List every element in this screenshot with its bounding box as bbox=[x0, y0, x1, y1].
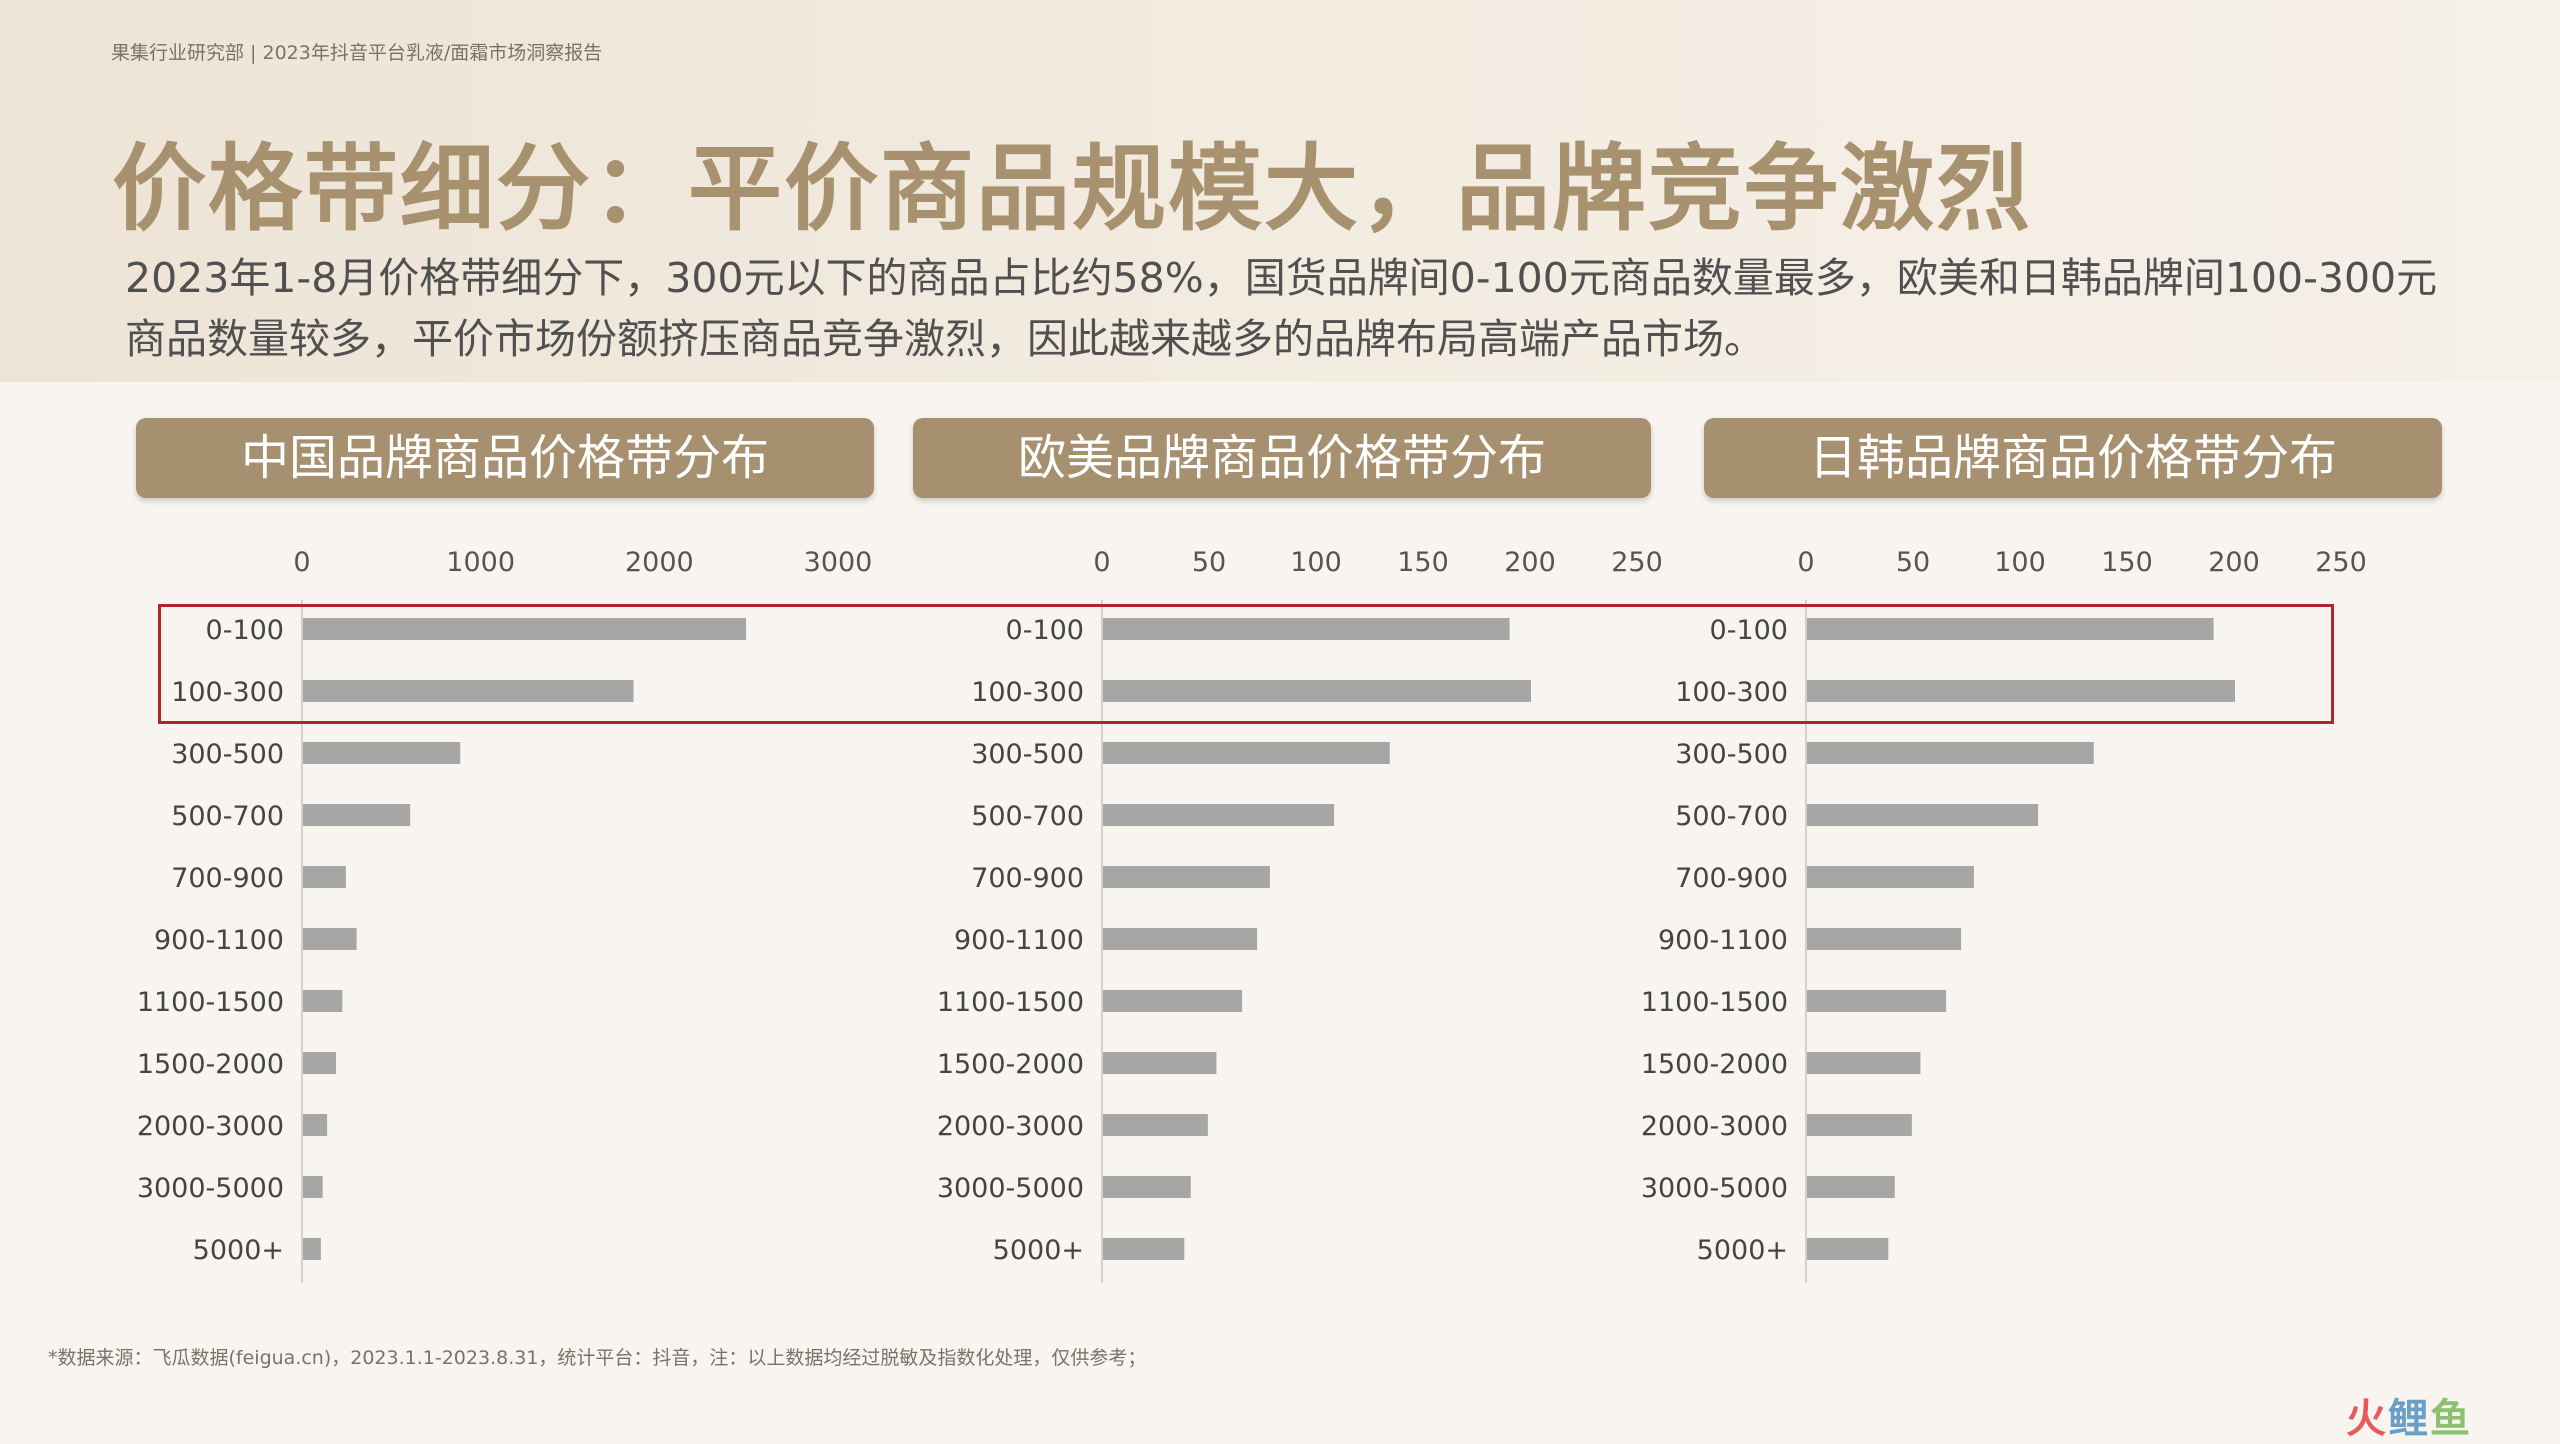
tick-label: 0 bbox=[1093, 547, 1110, 578]
bar bbox=[1103, 1238, 1185, 1260]
category-label: 1100-1500 bbox=[937, 987, 1084, 1018]
bar bbox=[1103, 1176, 1191, 1198]
tick-label: 100 bbox=[1290, 547, 1342, 578]
category-label: 3000-5000 bbox=[937, 1173, 1084, 1204]
breadcrumb: 果集行业研究部 | 2023年抖音平台乳液/面霜市场洞察报告 bbox=[111, 42, 603, 64]
panel-title-japan-korea: 日韩品牌商品价格带分布 bbox=[1704, 418, 2442, 498]
logo-char-3: 鱼 bbox=[2430, 1396, 2472, 1442]
tick-label: 50 bbox=[1896, 547, 1930, 578]
bar bbox=[1103, 866, 1270, 888]
bar bbox=[1103, 804, 1335, 826]
bar bbox=[1103, 742, 1390, 764]
category-label: 100-300 bbox=[971, 677, 1084, 708]
tick-label: 100 bbox=[1994, 547, 2046, 578]
category-label: 0-100 bbox=[1710, 615, 1788, 646]
category-label: 1100-1500 bbox=[1641, 987, 1788, 1018]
category-label: 3000-5000 bbox=[137, 1173, 284, 1204]
bar-charts: 0 1000 2000 30000-100100-300300-500500-7007… bbox=[137, 547, 2367, 1282]
category-label: 500-700 bbox=[171, 801, 284, 832]
category-label: 100-300 bbox=[1675, 677, 1788, 708]
category-label: 5000+ bbox=[193, 1235, 284, 1266]
bar bbox=[1807, 618, 2214, 640]
logo-char-2: 鲤 bbox=[2388, 1396, 2430, 1442]
category-label: 1500-2000 bbox=[1641, 1049, 1788, 1080]
category-label: 500-700 bbox=[971, 801, 1084, 832]
bar bbox=[303, 990, 343, 1012]
bar bbox=[303, 618, 747, 640]
tick-label: 150 bbox=[2101, 547, 2153, 578]
category-label: 300-500 bbox=[971, 739, 1084, 770]
bar bbox=[303, 680, 634, 702]
category-label: 300-500 bbox=[1675, 739, 1788, 770]
bar bbox=[303, 804, 411, 826]
highlight-box bbox=[158, 604, 2334, 724]
category-label: 900-1100 bbox=[154, 925, 284, 956]
tick-label: 200 bbox=[2208, 547, 2260, 578]
bar bbox=[1807, 866, 1974, 888]
tick-label: 2000 bbox=[625, 547, 694, 578]
category-label: 500-700 bbox=[1675, 801, 1788, 832]
data-source-note: *数据来源：飞瓜数据(feigua.cn)，2023.1.1-2023.8.31… bbox=[48, 1347, 1147, 1369]
bar bbox=[1807, 1176, 1895, 1198]
page-title: 价格带细分：平价商品规模大，品牌竞争激烈 bbox=[112, 135, 2033, 244]
bar bbox=[1807, 1052, 1921, 1074]
bar bbox=[1807, 804, 2039, 826]
bar bbox=[303, 1238, 321, 1260]
category-label: 700-900 bbox=[171, 863, 284, 894]
bar bbox=[303, 1176, 323, 1198]
bar bbox=[303, 1114, 328, 1136]
category-label: 700-900 bbox=[1675, 863, 1788, 894]
category-label: 900-1100 bbox=[1658, 925, 1788, 956]
panel-title-china: 中国品牌商品价格带分布 bbox=[136, 418, 874, 498]
category-label: 1100-1500 bbox=[137, 987, 284, 1018]
logo-char-1: 火 bbox=[2346, 1396, 2388, 1442]
tick-label: 3000 bbox=[804, 547, 873, 578]
page-subtitle: 2023年1-8月价格带细分下，300元以下的商品占比约58%，国货品牌间0-1… bbox=[125, 254, 2438, 363]
bar bbox=[1103, 990, 1243, 1012]
category-label: 5000+ bbox=[993, 1235, 1084, 1266]
header-band bbox=[0, 0, 2560, 382]
category-label: 2000-3000 bbox=[937, 1111, 1084, 1142]
category-label: 3000-5000 bbox=[1641, 1173, 1788, 1204]
tick-label: 250 bbox=[1611, 547, 1663, 578]
bar bbox=[1103, 618, 1510, 640]
bar bbox=[1807, 990, 1947, 1012]
category-label: 300-500 bbox=[171, 739, 284, 770]
category-label: 1500-2000 bbox=[137, 1049, 284, 1080]
tick-label: 1000 bbox=[446, 547, 515, 578]
bar bbox=[303, 1052, 337, 1074]
category-label: 700-900 bbox=[971, 863, 1084, 894]
bar bbox=[1103, 1052, 1217, 1074]
category-label: 0-100 bbox=[1006, 615, 1084, 646]
bar bbox=[1103, 680, 1531, 702]
bar bbox=[1807, 680, 2235, 702]
tick-label: 200 bbox=[1504, 547, 1556, 578]
bar bbox=[303, 866, 346, 888]
bar bbox=[303, 928, 357, 950]
category-label: 2000-3000 bbox=[137, 1111, 284, 1142]
category-label: 900-1100 bbox=[954, 925, 1084, 956]
tick-label: 0 bbox=[293, 547, 310, 578]
bar bbox=[1807, 742, 2094, 764]
bar bbox=[1103, 1114, 1208, 1136]
category-label: 0-100 bbox=[206, 615, 284, 646]
category-label: 1500-2000 bbox=[937, 1049, 1084, 1080]
bar bbox=[303, 742, 461, 764]
category-label: 5000+ bbox=[1697, 1235, 1788, 1266]
tick-label: 0 bbox=[1797, 547, 1814, 578]
tick-label: 150 bbox=[1397, 547, 1449, 578]
logo: 火鲤鱼 bbox=[2346, 1386, 2472, 1444]
panel-title-europe-us: 欧美品牌商品价格带分布 bbox=[913, 418, 1651, 498]
tick-label: 250 bbox=[2315, 547, 2367, 578]
tick-label: 50 bbox=[1192, 547, 1226, 578]
bar bbox=[1807, 928, 1962, 950]
bar bbox=[1103, 928, 1258, 950]
bar bbox=[1807, 1114, 1912, 1136]
category-label: 100-300 bbox=[171, 677, 284, 708]
category-label: 2000-3000 bbox=[1641, 1111, 1788, 1142]
bar bbox=[1807, 1238, 1889, 1260]
